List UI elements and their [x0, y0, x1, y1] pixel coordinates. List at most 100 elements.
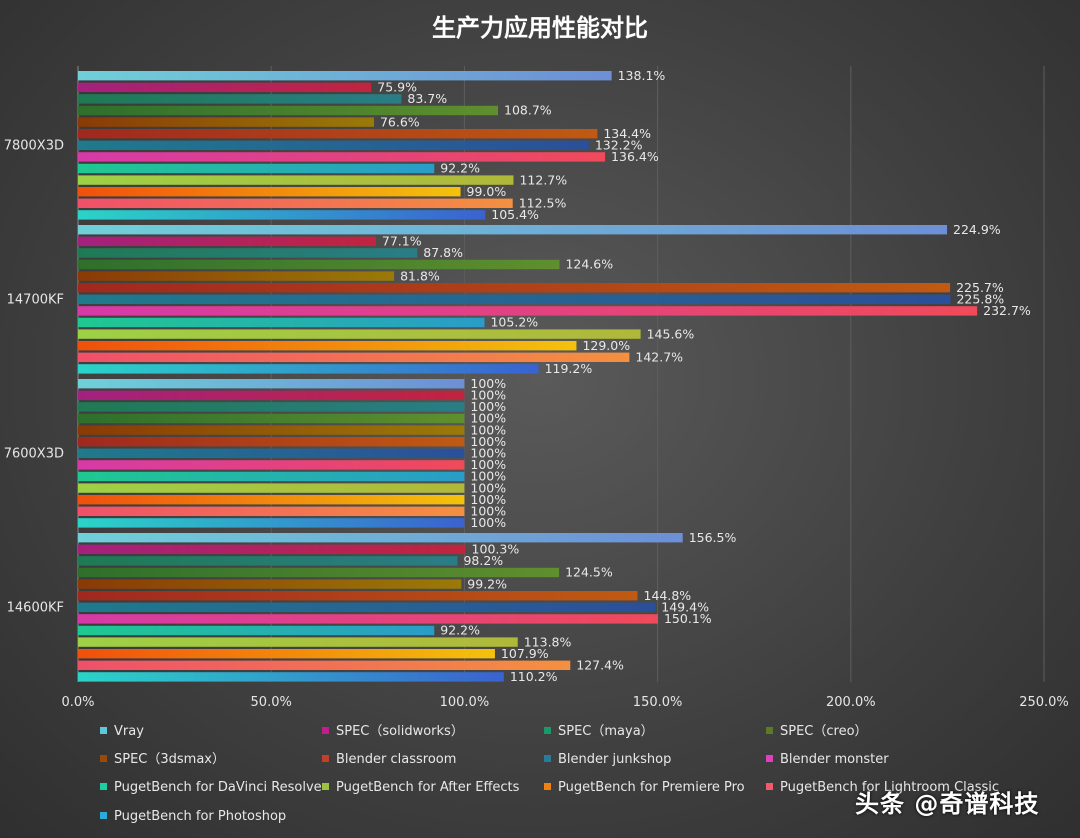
data-label: 100% [470, 422, 506, 437]
bar [78, 71, 612, 81]
bar [78, 364, 539, 374]
data-label: 113.8% [524, 634, 572, 649]
bar [78, 579, 462, 589]
bar [78, 94, 402, 104]
data-label: 100% [470, 399, 506, 414]
legend-swatch [766, 755, 773, 762]
bar [78, 259, 560, 270]
legend-swatch [766, 727, 773, 734]
data-label: 100% [470, 446, 506, 461]
bar [78, 271, 395, 281]
data-label: 129.0% [582, 338, 630, 353]
x-tick-label: 200.0% [826, 695, 876, 710]
data-label: 92.2% [440, 161, 480, 176]
legend-swatch [100, 812, 107, 819]
data-label: 112.7% [519, 172, 567, 187]
data-label: 100% [470, 492, 506, 507]
data-label: 156.5% [689, 530, 737, 545]
bar [78, 225, 948, 235]
data-label: 108.7% [504, 103, 552, 118]
bar [78, 306, 978, 316]
data-label: 107.9% [501, 646, 549, 661]
x-tick-label: 0.0% [61, 695, 94, 710]
data-label: 76.6% [380, 114, 420, 129]
chart-title: 生产力应用性能对比 [432, 14, 648, 42]
x-tick-label: 100.0% [440, 695, 490, 710]
category-label: 7800X3D [4, 138, 64, 153]
data-label: 150.1% [664, 611, 712, 626]
bar [78, 390, 465, 400]
bar [78, 402, 465, 412]
bar [78, 248, 418, 258]
data-label: 224.9% [953, 222, 1001, 237]
legend-swatch [322, 783, 329, 790]
category-label: 14600KF [7, 600, 64, 615]
legend-swatch [544, 783, 551, 790]
legend-swatch [322, 727, 329, 734]
legend-label: PugetBench for Premiere Pro [558, 780, 745, 795]
bar [78, 317, 485, 328]
data-label: 142.7% [635, 350, 683, 365]
data-label: 105.4% [491, 207, 539, 222]
bar [78, 82, 372, 92]
data-label: 99.2% [467, 576, 507, 591]
data-label: 105.2% [490, 315, 538, 330]
bar [78, 379, 465, 389]
data-label: 100% [470, 457, 506, 472]
data-label: 100% [470, 388, 506, 403]
data-label: 132.2% [595, 138, 643, 153]
data-label: 138.1% [618, 68, 666, 83]
category-label: 14700KF [7, 292, 64, 307]
data-label: 134.4% [603, 126, 651, 141]
category-labels: 7800X3D 14700KF 7600X3D 14600KF [4, 138, 64, 615]
bar [78, 341, 577, 351]
bar [78, 198, 513, 208]
watermark: 头条 @奇谱科技 [855, 790, 1040, 818]
legend: Vray SPEC（solidworks） SPEC（maya） SPEC（creo）… [100, 724, 999, 824]
data-label: 127.4% [576, 658, 624, 673]
bar [78, 602, 656, 612]
data-label: 100% [470, 376, 506, 391]
legend-label: SPEC（maya） [558, 724, 654, 739]
bar [78, 129, 598, 139]
bar [78, 625, 435, 636]
data-label: 225.8% [956, 292, 1004, 307]
data-label: 99.0% [467, 184, 507, 199]
legend-swatch [322, 755, 329, 762]
bar [78, 448, 465, 458]
data-label: 144.8% [644, 588, 692, 603]
bar [78, 140, 589, 150]
bar [78, 533, 683, 543]
bar [78, 187, 461, 197]
x-tick-label: 50.0% [251, 695, 292, 710]
bar [78, 236, 376, 246]
x-tick-label: 150.0% [633, 695, 683, 710]
bar [78, 544, 466, 554]
data-label: 149.4% [661, 600, 709, 615]
legend-label: Blender classroom [336, 752, 456, 767]
bar [78, 518, 465, 528]
data-label: 77.1% [382, 234, 422, 249]
bar [78, 437, 465, 447]
bar [78, 506, 465, 516]
bar [78, 425, 465, 435]
legend-swatch [100, 727, 107, 734]
data-label: 81.8% [400, 268, 440, 283]
bar [78, 591, 638, 601]
bar [78, 649, 495, 659]
x-tick-label: 250.0% [1019, 695, 1069, 710]
bar [78, 329, 641, 339]
bar [78, 294, 951, 304]
bar [78, 556, 458, 566]
bar-marks: 138.1%75.9%83.7%108.7%76.6%134.4%132.2%1… [78, 68, 1031, 684]
legend-label: PugetBench for After Effects [336, 780, 520, 795]
data-label: 110.2% [510, 669, 558, 684]
bar [78, 637, 518, 647]
data-label: 83.7% [407, 91, 447, 106]
data-label: 112.5% [519, 196, 567, 211]
bar [78, 567, 560, 578]
legend-swatch [766, 783, 773, 790]
legend-swatch [100, 755, 107, 762]
data-label: 145.6% [647, 326, 695, 341]
